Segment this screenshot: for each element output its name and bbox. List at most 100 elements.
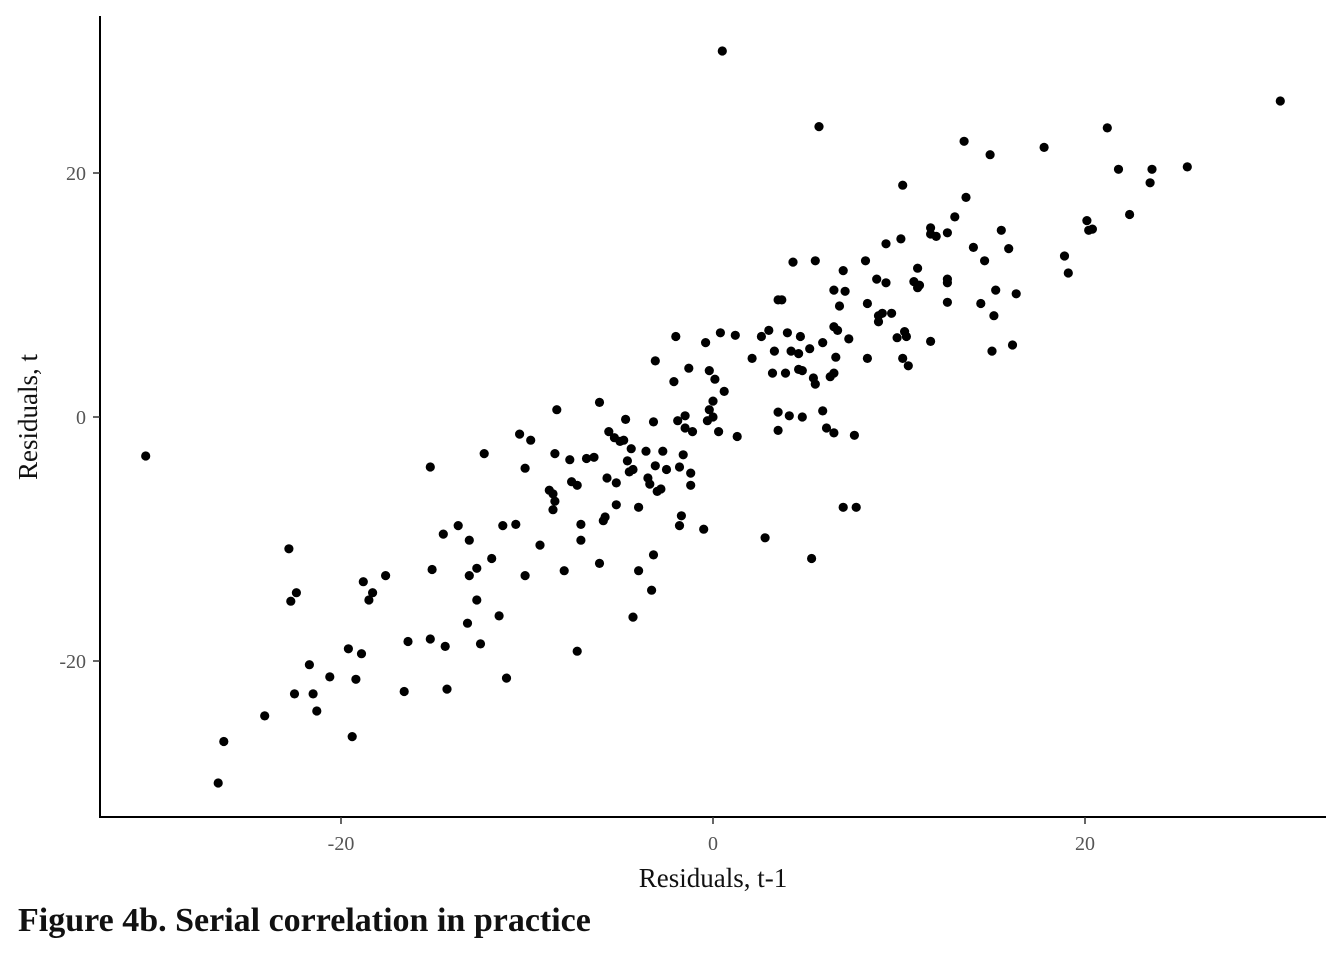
data-point [805,344,815,354]
data-point [548,505,558,515]
data-point [1125,209,1135,220]
data-point [550,496,560,506]
data-point [701,338,711,348]
data-point [840,286,850,296]
data-point [141,451,151,461]
data-point [961,192,971,202]
data-point [881,278,891,288]
data-point [784,411,794,421]
data-point [550,449,560,459]
data-point [989,311,999,321]
data-point [717,46,727,56]
data-point [780,368,791,378]
data-point [708,412,718,422]
data-point [996,225,1006,235]
data-point [358,577,368,587]
data-point [381,571,391,581]
data-point [645,479,655,489]
data-point [515,429,525,439]
data-point [814,122,824,132]
data-point [821,423,832,433]
data-point [818,338,828,348]
data-point [704,366,714,376]
data-point [647,585,657,595]
data-point [810,256,820,266]
data-point [862,298,873,309]
data-point [622,456,633,466]
data-point [356,649,367,659]
data-point [219,736,229,747]
data-point [559,566,569,576]
data-point [576,535,586,545]
y-tick-label: 20 [66,163,86,185]
data-point [714,427,724,437]
data-point [611,478,621,488]
data-point [589,452,599,462]
data-point [797,412,807,422]
data-point [487,553,497,564]
data-point [1275,96,1285,106]
data-point [634,566,644,576]
data-point [985,150,995,160]
data-point [887,308,897,318]
data-point [1007,340,1018,350]
data-point [403,636,413,647]
data-point [520,571,530,581]
data-point [289,689,300,699]
data-point [673,416,683,426]
data-point [440,641,450,652]
data-point [572,646,582,656]
data-point [829,428,839,438]
data-point [368,588,378,598]
data-point [942,297,953,307]
data-point [284,544,294,554]
figure-caption: Figure 4b. Serial correlation in practic… [18,902,591,939]
data-point [777,295,787,305]
data-point [364,595,374,605]
data-point [676,511,687,521]
data-point [511,519,521,530]
data-point [795,331,806,342]
data-point [594,558,605,569]
data-point [881,239,891,249]
data-point [898,353,908,363]
data-point [896,234,906,244]
data-point [291,588,301,598]
data-point [794,349,804,359]
data-point [730,330,740,340]
data-point [844,334,854,344]
data-point [501,673,512,683]
data-point [903,361,913,371]
data-point [829,285,839,295]
data-point [548,489,558,499]
data-point [831,352,841,362]
data-point [767,368,778,378]
data-point [464,535,474,545]
data-point [914,280,925,290]
data-point [680,411,690,421]
data-point [1039,142,1049,152]
data-point [1059,251,1070,261]
data-point [626,444,636,454]
data-point [942,274,953,284]
data-point [686,480,696,490]
data-point [773,425,783,435]
data-point [1182,162,1192,172]
data-point [898,180,908,190]
data-point [773,407,783,417]
data-point [764,325,774,335]
data-point [498,521,508,531]
data-point [1102,123,1112,133]
data-point [782,328,793,338]
data-point [818,406,828,416]
data-point [594,397,605,407]
data-point [442,684,452,694]
data-point [710,374,720,384]
data-point [462,618,473,628]
data-point [535,540,545,550]
data-point [628,612,638,622]
data-point [572,480,582,490]
data-point [671,331,681,342]
data-point [656,484,666,494]
data-point [1082,216,1092,226]
